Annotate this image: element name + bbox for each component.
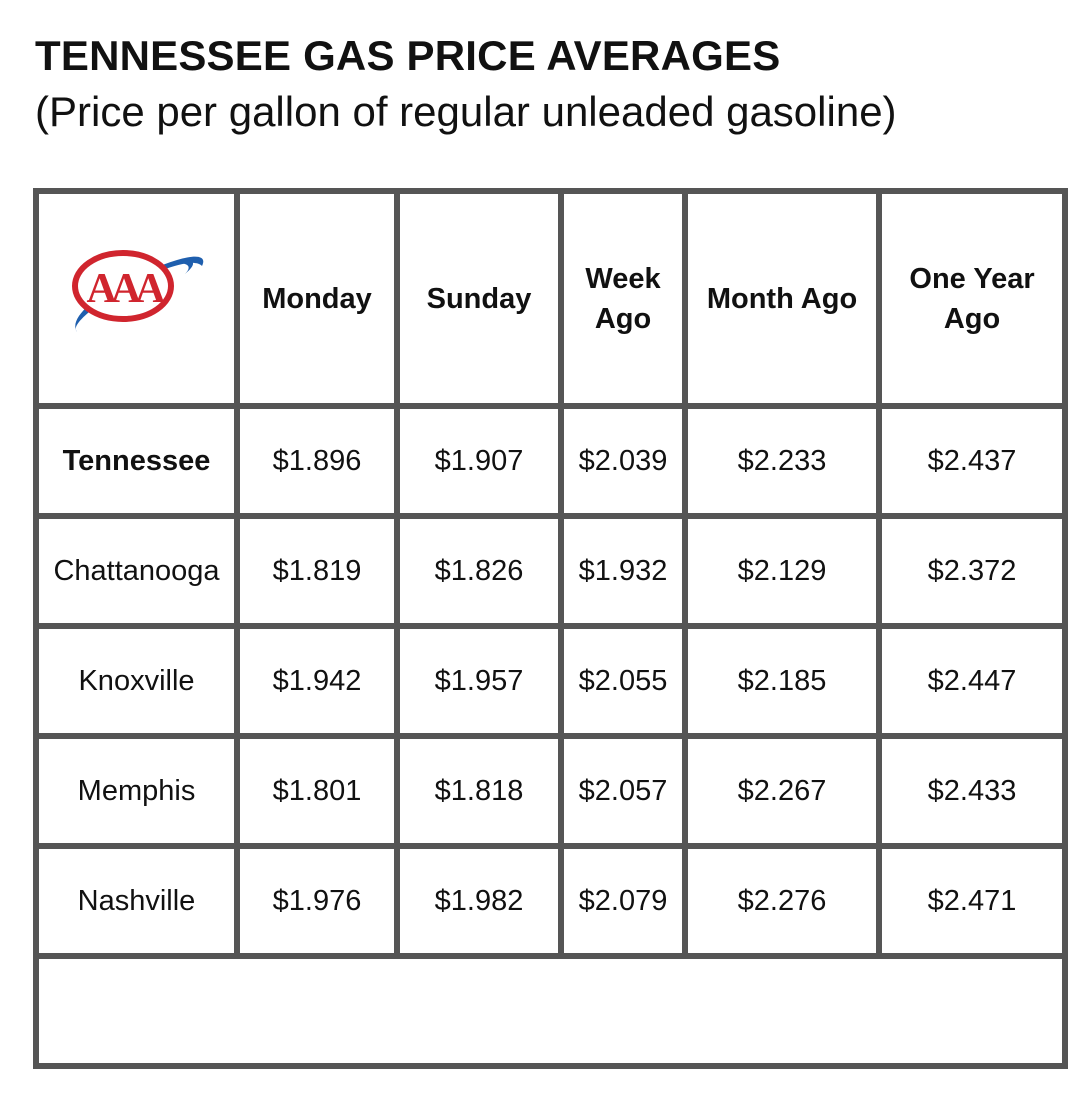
table-row: Chattanooga $1.819 $1.826 $1.932 $2.129 …: [36, 516, 1065, 626]
price-cell: $2.233: [685, 406, 879, 516]
price-cell: $2.433: [879, 736, 1065, 846]
price-cell: $2.039: [561, 406, 685, 516]
price-cell: $1.976: [237, 846, 397, 956]
price-cell: $2.447: [879, 626, 1065, 736]
price-cell: $1.826: [397, 516, 561, 626]
price-cell: $2.079: [561, 846, 685, 956]
aaa-logo-text: AAA: [86, 266, 166, 312]
region-cell: Chattanooga: [36, 516, 237, 626]
price-cell: $2.372: [879, 516, 1065, 626]
table-row: Knoxville $1.942 $1.957 $2.055 $2.185 $2…: [36, 626, 1065, 736]
price-cell: $2.055: [561, 626, 685, 736]
col-header-one-year-ago: One Year Ago: [879, 191, 1065, 406]
price-cell: $2.437: [879, 406, 1065, 516]
table-row: Memphis $1.801 $1.818 $2.057 $2.267 $2.4…: [36, 736, 1065, 846]
page-subtitle: (Price per gallon of regular unleaded ga…: [35, 88, 897, 135]
col-header-month-ago: Month Ago: [685, 191, 879, 406]
col-header-sunday: Sunday: [397, 191, 561, 406]
table-footer-row: [36, 956, 1065, 1066]
price-cell: $1.801: [237, 736, 397, 846]
price-cell: $1.819: [237, 516, 397, 626]
table-header-row: AAA Monday Sunday Week Ago Month Ago One…: [36, 191, 1065, 406]
price-cell: $2.267: [685, 736, 879, 846]
table-row: Nashville $1.976 $1.982 $2.079 $2.276 $2…: [36, 846, 1065, 956]
price-cell: $1.942: [237, 626, 397, 736]
region-cell: Nashville: [36, 846, 237, 956]
price-cell: $1.896: [237, 406, 397, 516]
aaa-logo-icon: AAA: [71, 249, 203, 332]
logo-cell: AAA: [36, 191, 237, 406]
price-cell: $1.932: [561, 516, 685, 626]
col-header-monday: Monday: [237, 191, 397, 406]
footer-cell: [36, 956, 1065, 1066]
price-cell: $2.471: [879, 846, 1065, 956]
price-cell: $1.907: [397, 406, 561, 516]
gas-price-table: AAA Monday Sunday Week Ago Month Ago One…: [33, 188, 1068, 1069]
price-cell: $1.982: [397, 846, 561, 956]
page-title: TENNESSEE GAS PRICE AVERAGES: [35, 32, 781, 79]
region-cell: Tennessee: [36, 406, 237, 516]
price-cell: $2.057: [561, 736, 685, 846]
col-header-week-ago: Week Ago: [561, 191, 685, 406]
region-cell: Memphis: [36, 736, 237, 846]
price-cell: $1.818: [397, 736, 561, 846]
price-cell: $1.957: [397, 626, 561, 736]
table-row: Tennessee $1.896 $1.907 $2.039 $2.233 $2…: [36, 406, 1065, 516]
region-cell: Knoxville: [36, 626, 237, 736]
price-cell: $2.185: [685, 626, 879, 736]
price-cell: $2.276: [685, 846, 879, 956]
price-cell: $2.129: [685, 516, 879, 626]
